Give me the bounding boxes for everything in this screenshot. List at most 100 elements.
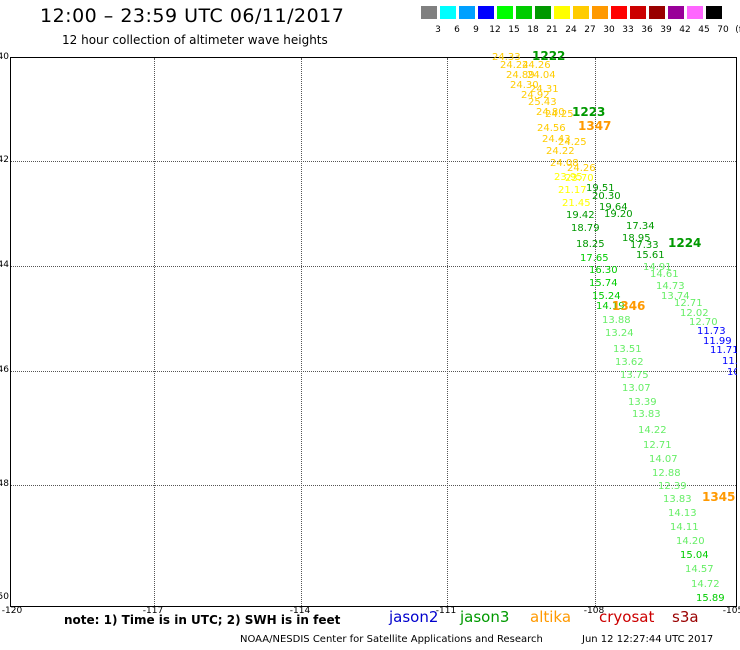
wave-height-label: 14.73 [656, 281, 685, 292]
wave-height-label: 23.95 [554, 172, 583, 183]
legend-swatch [706, 6, 722, 19]
wave-height-label: 14.19 [596, 301, 625, 312]
legend-swatch [554, 6, 570, 19]
legend-swatch [573, 6, 589, 19]
wave-height-label: 14.13 [668, 508, 697, 519]
wave-height-label: 13.83 [663, 494, 692, 505]
generated-timestamp: Jun 12 12:27:44 UTC 2017 [582, 634, 714, 645]
wave-height-label: 13.74 [661, 291, 690, 302]
legend-swatch [497, 6, 513, 19]
pass-time-label: 1222 [532, 49, 566, 63]
wave-height-label: 17.33 [630, 240, 659, 251]
legend-swatch [668, 6, 684, 19]
wave-height-label: 14.20 [676, 536, 705, 547]
wave-height-label: 13.75 [620, 370, 649, 381]
longitude-tick-label: -120 [1, 606, 23, 616]
wave-height-label: 13.51 [613, 344, 642, 355]
wave-height-label: 17.65 [580, 253, 609, 264]
pass-time-label: 1224 [668, 236, 702, 250]
longitude-gridline [301, 58, 302, 606]
legend-swatch [535, 6, 551, 19]
latitude-gridline [11, 161, 736, 162]
wave-height-label: 13.62 [615, 357, 644, 368]
map-title: 12:00 – 23:59 UTC 06/11/2017 [40, 5, 345, 27]
map-subtitle: 12 hour collection of altimeter wave hei… [62, 33, 328, 47]
legend-swatch [649, 6, 665, 19]
credit-text: NOAA/NESDIS Center for Satellite Applica… [240, 634, 543, 645]
longitude-gridline [595, 58, 596, 606]
legend-label: 12 [489, 25, 501, 35]
latitude-gridline [11, 485, 736, 486]
latitude-tick-label: 44 [0, 260, 9, 270]
legend-label: 70 [717, 25, 729, 35]
wave-height-label: 13.83 [632, 409, 661, 420]
longitude-tick-label: -111 [435, 606, 457, 616]
legend-label: 24 [565, 25, 577, 35]
wave-height-label: 23.70 [565, 173, 594, 184]
wave-height-label: 15.89 [696, 593, 725, 604]
wave-height-label: 19.42 [566, 210, 595, 221]
satellite-name: jason2 [389, 608, 439, 626]
wave-height-label: 14.91 [643, 262, 672, 273]
map-plot-area [10, 57, 737, 607]
wave-height-label: 15.24 [592, 291, 621, 302]
longitude-gridline [447, 58, 448, 606]
legend-swatch [421, 6, 437, 19]
legend-swatch [478, 6, 494, 19]
wave-height-label: 14.22 [638, 425, 667, 436]
latitude-tick-label: 48 [0, 479, 9, 489]
legend-swatch [516, 6, 532, 19]
legend-label: 6 [454, 25, 460, 35]
pass-time-label: 1223 [572, 105, 606, 119]
wave-height-label: 24.22 [546, 146, 575, 157]
latitude-gridline [11, 266, 736, 267]
wave-height-label: 24.24 [500, 60, 529, 71]
wave-height-label: 18.25 [576, 239, 605, 250]
wave-height-label: 25.43 [528, 97, 557, 108]
legend-swatch [611, 6, 627, 19]
footer-note: note: 1) Time is in UTC; 2) SWH is in fe… [64, 613, 341, 627]
wave-height-label: 16.30 [589, 265, 618, 276]
wave-height-label: 18.79 [571, 223, 600, 234]
wave-height-label: 17.34 [626, 221, 655, 232]
longitude-gridline [154, 58, 155, 606]
wave-height-label: 10 [727, 368, 737, 378]
wave-height-label: 24.89 [506, 70, 535, 81]
longitude-tick-label: -108 [583, 606, 605, 616]
legend-label: 36 [641, 25, 653, 35]
legend-swatch [440, 6, 456, 19]
wave-height-label: 14.61 [650, 269, 679, 280]
legend-swatch [630, 6, 646, 19]
wave-height-label: 12.71 [674, 298, 703, 309]
legend-label: 21 [546, 25, 558, 35]
wave-height-label: 14.72 [691, 579, 720, 590]
wave-height-label: 20.30 [592, 191, 621, 202]
wave-height-label: 18.95 [622, 233, 651, 244]
legend-label: (ft) [735, 25, 740, 35]
wave-height-label: 24.43 [542, 134, 571, 145]
wave-height-label: 24.25 [545, 109, 574, 120]
wave-height-label: 24.25 [558, 137, 587, 148]
wave-height-label: 11.71 [710, 346, 737, 356]
wave-height-label: 12.02 [680, 308, 709, 319]
wave-height-label: 14.07 [649, 454, 678, 465]
longitude-tick-label: -117 [142, 606, 164, 616]
wave-height-label: 24.30 [510, 80, 539, 91]
wave-height-label: 12.88 [652, 468, 681, 479]
legend-label: 39 [660, 25, 672, 35]
wave-height-label: 12.70 [689, 317, 718, 328]
wave-height-label: 24.04 [527, 70, 556, 81]
longitude-tick-label: -105 [722, 606, 740, 616]
wave-height-label: 24.31 [530, 84, 559, 95]
pass-time-label: 1347 [578, 119, 612, 133]
wave-height-label: 13.88 [602, 315, 631, 326]
legend-label: 18 [527, 25, 539, 35]
satellite-name: cryosat [599, 608, 655, 626]
wave-height-label: 24.33 [492, 52, 521, 63]
legend-label: 3 [435, 25, 441, 35]
wave-height-label: 14.11 [670, 522, 699, 533]
legend-label: 33 [622, 25, 634, 35]
wave-height-label: 24.56 [537, 123, 566, 134]
legend-swatch [459, 6, 475, 19]
legend-label: 45 [698, 25, 710, 35]
